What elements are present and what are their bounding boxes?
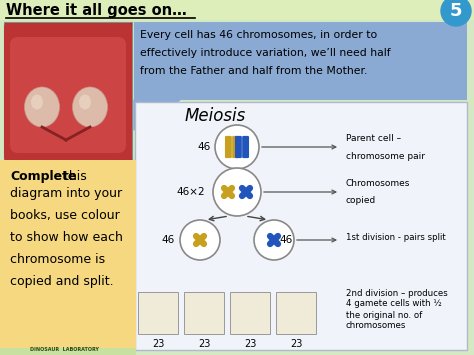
FancyBboxPatch shape (134, 22, 467, 100)
Circle shape (213, 168, 261, 216)
Text: 23: 23 (244, 339, 256, 349)
Text: Where it all goes on…: Where it all goes on… (6, 4, 187, 18)
Text: chromosomes: chromosomes (346, 321, 406, 329)
Circle shape (441, 0, 471, 26)
Text: 23: 23 (290, 339, 302, 349)
Text: books, use colour: books, use colour (10, 209, 120, 222)
Text: 46: 46 (198, 142, 211, 152)
Text: this: this (60, 170, 87, 183)
FancyBboxPatch shape (230, 292, 270, 334)
FancyBboxPatch shape (0, 348, 136, 355)
FancyBboxPatch shape (10, 37, 126, 153)
Text: 1st division - pairs split: 1st division - pairs split (346, 234, 446, 242)
FancyBboxPatch shape (4, 23, 132, 161)
Text: copied and split.: copied and split. (10, 275, 114, 288)
FancyBboxPatch shape (242, 136, 249, 158)
Text: Every cell has 46 chromosomes, in order to: Every cell has 46 chromosomes, in order … (140, 30, 377, 40)
Text: the original no. of: the original no. of (346, 311, 422, 320)
FancyBboxPatch shape (232, 136, 239, 158)
FancyBboxPatch shape (276, 292, 316, 334)
Polygon shape (134, 100, 180, 130)
Text: 5: 5 (450, 2, 462, 20)
Text: Chromosomes: Chromosomes (346, 179, 410, 188)
Text: 2nd division – produces: 2nd division – produces (346, 289, 448, 297)
Text: Parent cell –: Parent cell – (346, 134, 401, 143)
Text: 46: 46 (279, 235, 292, 245)
Ellipse shape (79, 94, 91, 109)
FancyBboxPatch shape (4, 22, 132, 160)
Circle shape (215, 125, 259, 169)
Text: 23: 23 (152, 339, 164, 349)
FancyBboxPatch shape (0, 0, 474, 20)
FancyBboxPatch shape (225, 136, 232, 158)
Text: 23: 23 (198, 339, 210, 349)
FancyBboxPatch shape (235, 136, 242, 158)
Text: 46×2: 46×2 (176, 187, 205, 197)
Text: 46: 46 (162, 235, 175, 245)
Text: chromosome is: chromosome is (10, 253, 105, 266)
Ellipse shape (25, 87, 60, 127)
Text: Complete: Complete (10, 170, 76, 183)
Text: Meiosis: Meiosis (185, 107, 246, 125)
Text: 4 gamete cells with ½: 4 gamete cells with ½ (346, 300, 442, 308)
FancyBboxPatch shape (0, 160, 136, 352)
Text: from the Father and half from the Mother.: from the Father and half from the Mother… (140, 66, 367, 76)
FancyBboxPatch shape (135, 102, 467, 350)
Circle shape (180, 220, 220, 260)
Text: diagram into your: diagram into your (10, 187, 122, 200)
Text: to show how each: to show how each (10, 231, 123, 244)
Text: effectively introduce variation, we’ll need half: effectively introduce variation, we’ll n… (140, 48, 391, 58)
Ellipse shape (73, 87, 108, 127)
FancyBboxPatch shape (138, 292, 178, 334)
Ellipse shape (31, 94, 43, 109)
Text: chromosome pair: chromosome pair (346, 152, 425, 161)
FancyBboxPatch shape (184, 292, 224, 334)
Text: copied: copied (346, 196, 376, 205)
Text: DINOSAUR  LABORATORY: DINOSAUR LABORATORY (30, 347, 99, 352)
Circle shape (254, 220, 294, 260)
